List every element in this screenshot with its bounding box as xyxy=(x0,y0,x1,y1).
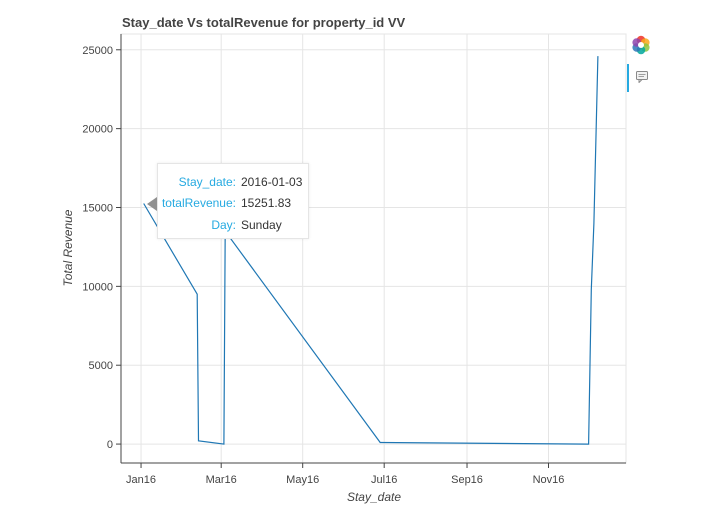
y-axis-label: Total Revenue xyxy=(61,209,75,286)
x-tick-label: Jan16 xyxy=(126,474,156,486)
bokeh-logo-icon[interactable] xyxy=(631,35,651,55)
tooltip-key: totalRevenue: xyxy=(161,196,236,210)
tooltip-value: 15251.83 xyxy=(241,196,292,210)
chart-title: Stay_date Vs totalRevenue for property_i… xyxy=(122,15,406,30)
series-line xyxy=(143,56,599,445)
tooltip-key: Day: xyxy=(211,218,236,232)
tooltip-row-total-revenue: totalRevenue: 15251.83 xyxy=(158,196,308,212)
axes: 0 5000 10000 15000 20000 25000 Jan16 Mar16 May16… xyxy=(82,34,626,486)
active-tool-indicator xyxy=(627,64,629,92)
data-points xyxy=(142,55,599,446)
tooltip-row-day: Day: Sunday xyxy=(158,218,308,234)
x-tick-label: Jul16 xyxy=(371,474,397,486)
x-tick-label: Nov16 xyxy=(533,474,565,486)
y-tick-label: 15000 xyxy=(82,202,113,214)
grid xyxy=(121,34,626,463)
plot-frame xyxy=(120,33,627,464)
y-tick-label: 10000 xyxy=(82,281,113,293)
tooltip-value: Sunday xyxy=(241,218,282,232)
y-tick-label: 5000 xyxy=(89,360,113,372)
x-tick-label: Mar16 xyxy=(206,474,237,486)
tooltip-arrow xyxy=(147,197,157,211)
hover-tool-icon[interactable] xyxy=(635,70,649,84)
x-axis-label: Stay_date xyxy=(347,490,401,504)
x-tick-label: Sep16 xyxy=(451,474,483,486)
tooltip-row-stay-date: Stay_date: 2016-01-03 xyxy=(158,175,308,191)
y-tick-label: 0 xyxy=(107,439,113,451)
tooltip-key: Stay_date: xyxy=(178,175,236,189)
y-tick-label: 20000 xyxy=(82,124,113,136)
hover-tooltip: Stay_date: 2016-01-03 totalRevenue: 1525… xyxy=(147,163,309,239)
tooltip-value: 2016-01-03 xyxy=(241,175,303,189)
y-tick-label: 25000 xyxy=(82,45,113,57)
x-tick-label: May16 xyxy=(286,474,319,486)
